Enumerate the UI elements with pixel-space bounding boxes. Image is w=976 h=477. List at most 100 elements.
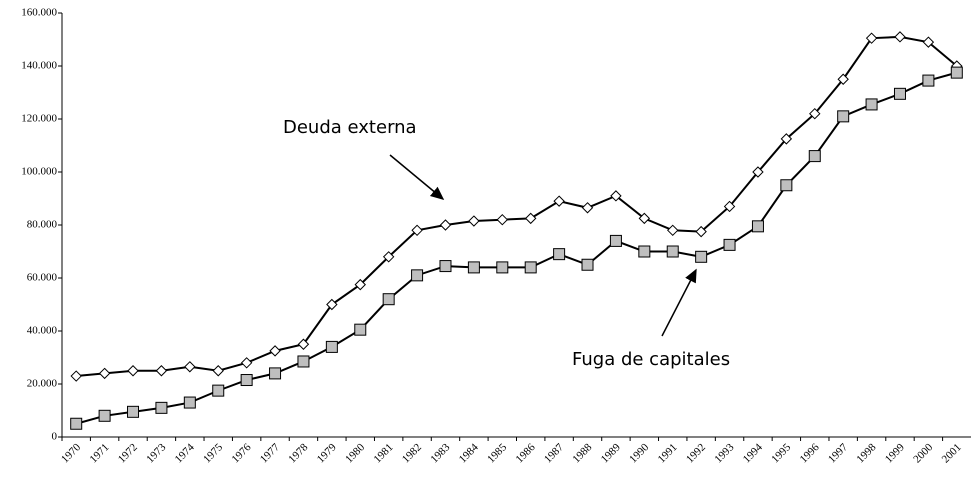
point — [439, 219, 452, 231]
point — [240, 357, 253, 369]
annotation: Fuga de capitales — [572, 349, 730, 370]
point — [751, 220, 764, 233]
x-tick-label: 1983 — [428, 441, 452, 465]
point — [127, 365, 139, 377]
arrow — [389, 154, 445, 200]
x-tick-label: 1971 — [87, 441, 111, 465]
point — [326, 298, 338, 311]
x-tick-label: 1981 — [372, 441, 396, 465]
y-tick-label: 40.000 — [27, 325, 58, 337]
x-tick-label: 1987 — [542, 441, 566, 465]
x-tick-label: 1979 — [315, 441, 339, 465]
x-tick-label: 1970 — [59, 441, 83, 465]
y-tick-label: 160.000 — [21, 7, 57, 19]
point — [524, 212, 537, 225]
x-tick-label: 1986 — [514, 441, 538, 465]
x-tick-label: 1988 — [570, 441, 594, 465]
point — [155, 365, 168, 377]
point — [922, 74, 935, 87]
point — [809, 107, 821, 120]
point — [524, 261, 537, 274]
point — [127, 405, 140, 418]
x-tick-label: 1995 — [769, 441, 793, 465]
point — [98, 367, 111, 380]
point — [411, 269, 424, 282]
point — [695, 225, 707, 238]
point — [382, 251, 395, 263]
point — [808, 150, 821, 163]
point — [723, 200, 736, 213]
point — [581, 258, 594, 271]
annotation: Deuda externa — [283, 117, 417, 138]
x-tick-label: 1980 — [343, 441, 367, 465]
point — [468, 215, 480, 227]
point — [553, 195, 565, 207]
y-tick-label: 140.000 — [21, 60, 57, 72]
arrow — [661, 268, 697, 337]
point — [837, 73, 849, 85]
point — [297, 338, 310, 350]
point — [212, 384, 225, 397]
point — [212, 365, 224, 377]
x-tick-label: 1975 — [201, 441, 225, 465]
point — [325, 340, 338, 353]
point — [354, 323, 367, 336]
x-tick-label: 1984 — [457, 441, 481, 465]
y-tick-label: 100.000 — [21, 166, 57, 178]
x-tick-label: 1992 — [684, 441, 708, 465]
point — [269, 345, 281, 357]
point — [865, 32, 878, 44]
x-tick-label: 1998 — [854, 441, 878, 465]
point — [865, 98, 878, 111]
y-tick-label: 0 — [52, 431, 58, 443]
x-tick-label: 1978 — [286, 441, 310, 465]
point — [723, 238, 736, 251]
x-tick-label: 1977 — [258, 441, 282, 465]
x-tick-label: 1989 — [599, 441, 623, 465]
x-tick-label: 1999 — [883, 441, 907, 465]
point — [780, 179, 793, 192]
point — [893, 87, 906, 100]
x-tick-label: 1991 — [656, 441, 680, 465]
x-tick-label: 1985 — [485, 441, 509, 465]
series-line — [75, 71, 958, 425]
point — [184, 361, 196, 373]
x-tick-label: 1994 — [741, 441, 765, 465]
point — [638, 212, 651, 225]
point — [496, 261, 509, 274]
x-tick-label: 1973 — [144, 441, 168, 465]
point — [183, 396, 196, 409]
point — [155, 401, 168, 414]
point — [950, 66, 963, 79]
point — [98, 409, 111, 422]
x-tick-label: 1982 — [400, 441, 424, 465]
point — [610, 190, 622, 202]
point — [240, 374, 253, 387]
x-tick-label: 2000 — [911, 441, 935, 465]
point — [411, 224, 423, 237]
point — [70, 370, 82, 382]
point — [553, 248, 566, 261]
point — [922, 36, 935, 48]
series-line — [76, 35, 958, 378]
x-tick-label: 1993 — [712, 441, 736, 465]
x-tick-label: 2001 — [940, 441, 964, 465]
point — [752, 166, 764, 178]
point — [382, 293, 395, 306]
y-tick-label: 20.000 — [27, 378, 58, 390]
point — [70, 417, 83, 430]
x-tick-label: 1990 — [627, 441, 651, 465]
y-tick-label: 120.000 — [21, 113, 57, 125]
point — [439, 260, 452, 273]
x-tick-label: 1974 — [173, 441, 197, 465]
point — [666, 245, 679, 258]
point — [780, 133, 793, 145]
y-tick-label: 60.000 — [27, 272, 58, 284]
point — [269, 367, 282, 380]
point — [667, 224, 679, 237]
point — [695, 250, 708, 263]
x-tick-label: 1976 — [230, 441, 254, 465]
point — [638, 245, 651, 258]
point — [894, 31, 906, 43]
